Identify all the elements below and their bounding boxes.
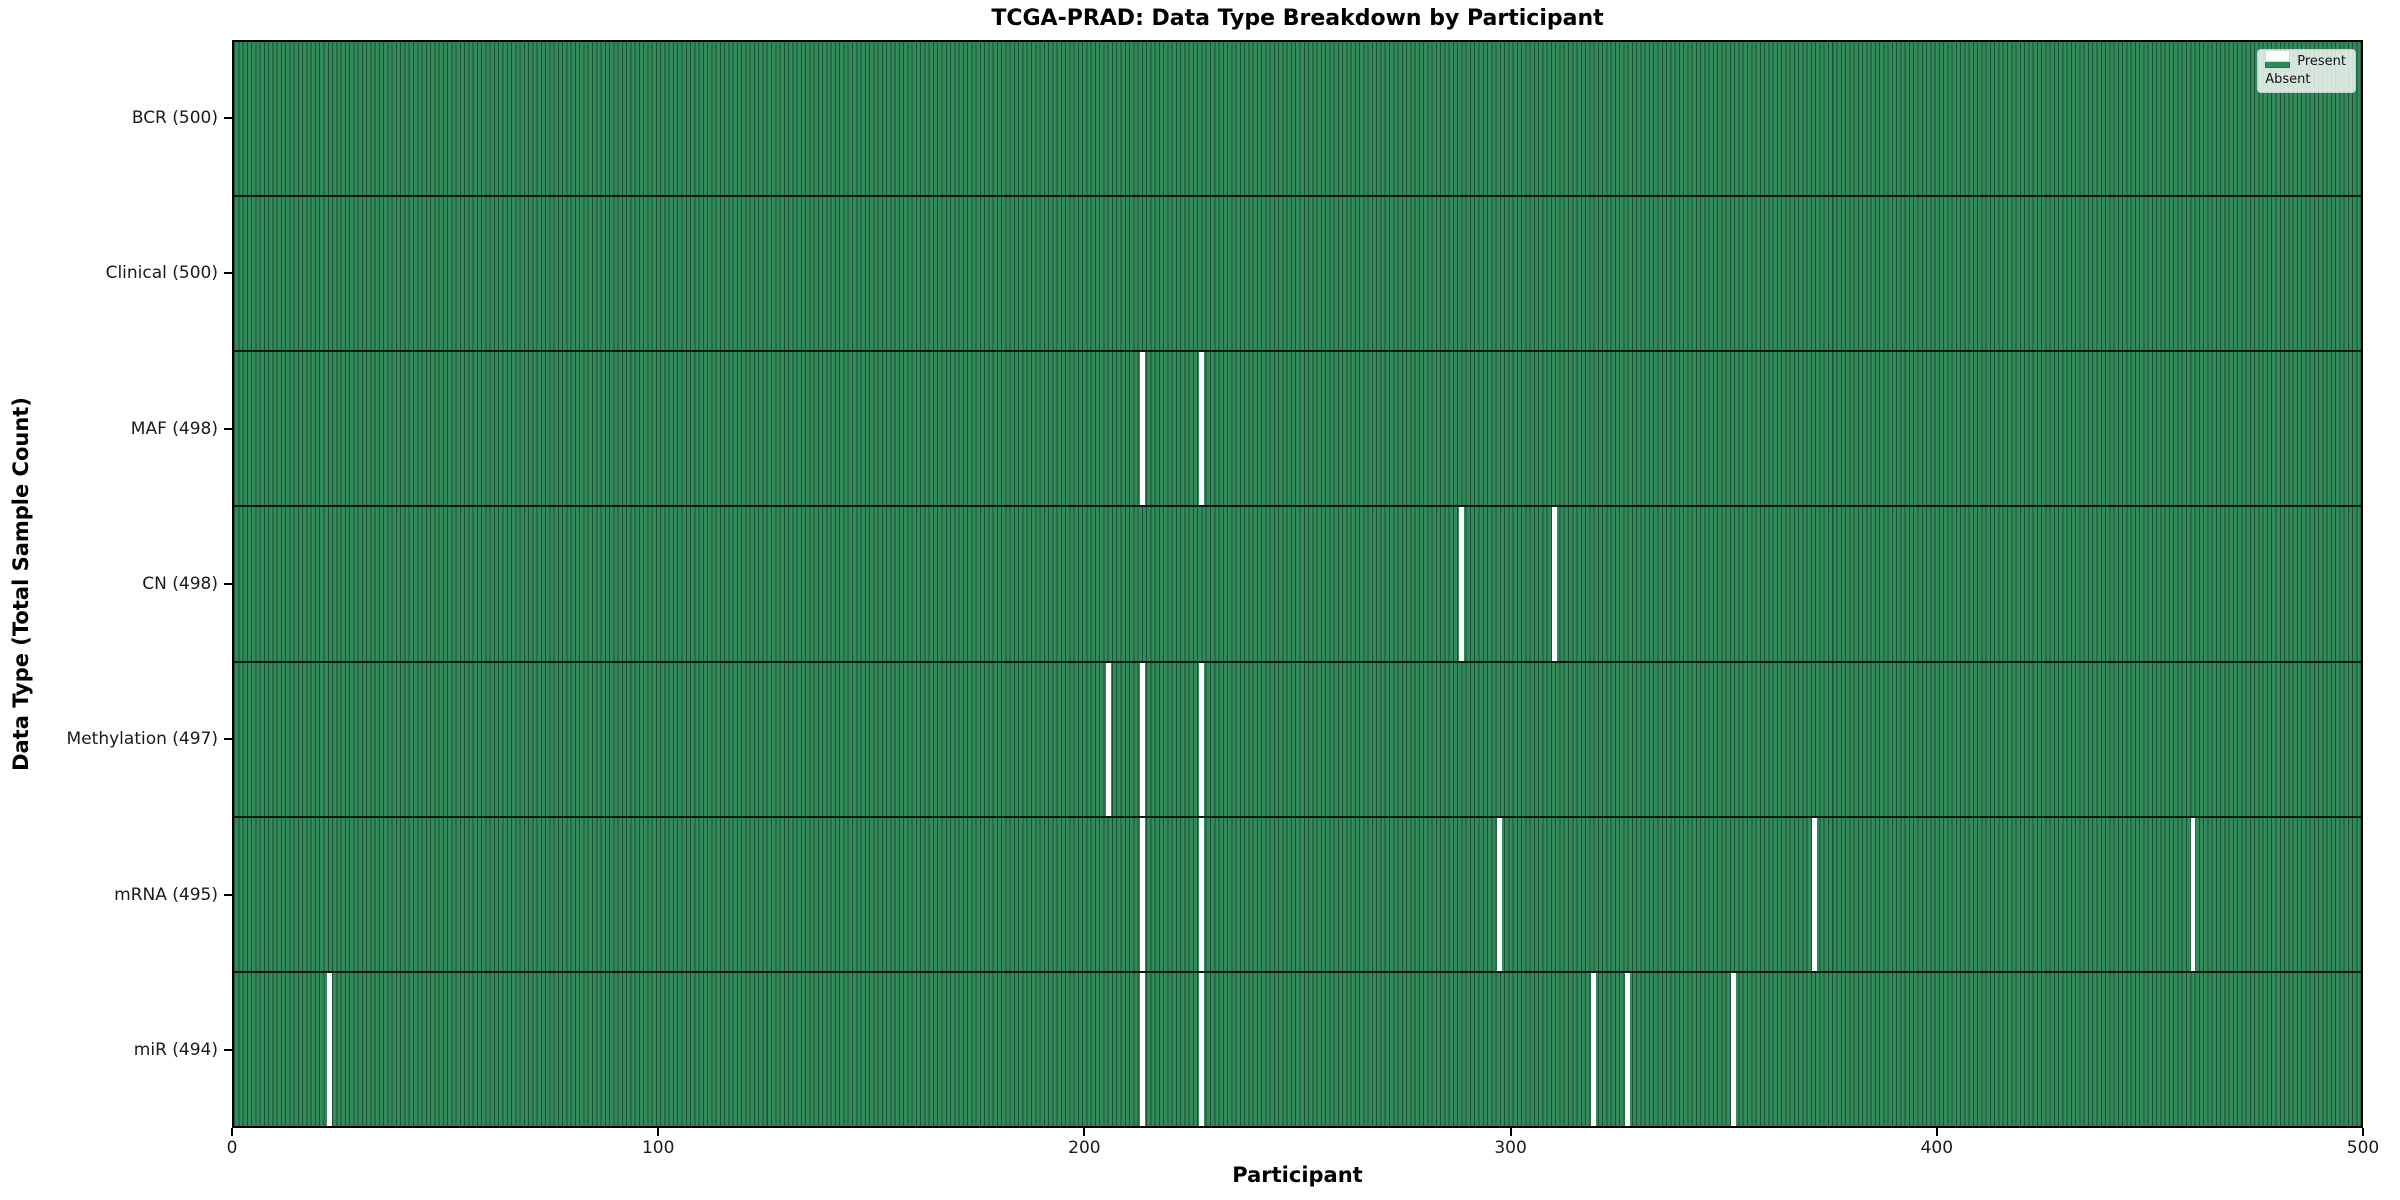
xtick-mark-500: [2362, 1128, 2364, 1136]
ytick-label-miR: miR (494): [133, 1040, 218, 1061]
y-axis-ticks: BCR (500) Clinical (500) MAF (498) CN (498)…: [0, 40, 232, 1128]
legend-present-label: Present: [2297, 54, 2346, 69]
absent-mark-miR-352: [1731, 972, 1736, 1126]
ytick-label-BCR: BCR (500): [131, 107, 218, 128]
ytick-mark-BCR: [224, 116, 232, 119]
row-Methylation: [234, 662, 2361, 818]
absent-mark-mRNA-460: [2190, 817, 2196, 971]
absent-mark-miR-22: [327, 972, 333, 1126]
absent-mark-miR-213: [1139, 972, 1145, 1126]
absent-mark-Methylation-227: [1199, 662, 1205, 816]
ytick-label-MAF: MAF (498): [130, 418, 218, 439]
xtick-mark-400: [1935, 1128, 1938, 1136]
row-BCR: [234, 42, 2361, 198]
row-miR: [234, 972, 2361, 1126]
legend-entry-absent: Absent: [2265, 50, 2346, 87]
plot-area: Present Absent: [232, 40, 2363, 1128]
absent-mark-MAF-227: [1199, 352, 1205, 506]
row-Clinical: [234, 197, 2361, 353]
ytick-mark-MAF: [224, 427, 232, 430]
xtick-mark-100: [657, 1128, 660, 1136]
row-mRNA: [234, 817, 2361, 973]
legend-absent-swatch: [2265, 50, 2291, 62]
xtick-mark-300: [1509, 1128, 1512, 1136]
xtick-mark-200: [1083, 1128, 1086, 1136]
absent-mark-miR-227: [1199, 972, 1205, 1126]
xtick-mark-0: [231, 1128, 233, 1136]
ytick-label-mRNA: mRNA (495): [114, 884, 218, 905]
xtick-label-0: 0: [226, 1138, 238, 1158]
chart-title: TCGA-PRAD: Data Type Breakdown by Partic…: [991, 6, 1604, 31]
absent-mark-miR-327: [1624, 972, 1630, 1126]
absent-mark-Methylation-205: [1105, 662, 1111, 816]
absent-mark-mRNA-371: [1811, 817, 1817, 971]
ytick-mark-miR: [224, 1049, 232, 1052]
xtick-label-200: 200: [1068, 1138, 1101, 1158]
ytick-mark-mRNA: [224, 893, 232, 896]
legend: Present Absent: [2257, 49, 2356, 93]
xtick-label-400: 400: [1920, 1138, 1954, 1158]
legend-absent-label: Absent: [2265, 72, 2311, 87]
absent-mark-mRNA-227: [1199, 817, 1205, 971]
absent-mark-CN-288: [1458, 507, 1464, 661]
row-CN: [234, 507, 2361, 663]
absent-mark-CN-310: [1552, 507, 1558, 661]
xtick-label-100: 100: [641, 1138, 675, 1158]
ytick-label-Clinical: Clinical (500): [105, 263, 218, 284]
ytick-label-Methylation: Methylation (497): [66, 729, 218, 750]
absent-mark-MAF-213: [1139, 352, 1145, 506]
x-axis-ticks: 0 100 200 300 400 500: [227, 1128, 2379, 1168]
ytick-label-CN: CN (498): [142, 574, 218, 594]
absent-mark-mRNA-213: [1139, 817, 1145, 971]
row-MAF: [234, 352, 2361, 508]
absent-mark-miR-319: [1590, 972, 1596, 1126]
ytick-mark-Clinical: [224, 272, 232, 275]
absent-mark-mRNA-297: [1497, 817, 1502, 971]
xtick-label-300: 300: [1494, 1138, 1527, 1158]
ytick-mark-CN: [224, 583, 232, 585]
rows: [234, 42, 2361, 1126]
x-axis-label: Participant: [1232, 1163, 1363, 1187]
ytick-mark-Methylation: [224, 738, 232, 741]
xtick-label-500: 500: [2346, 1138, 2380, 1158]
absent-mark-Methylation-213: [1139, 662, 1145, 816]
